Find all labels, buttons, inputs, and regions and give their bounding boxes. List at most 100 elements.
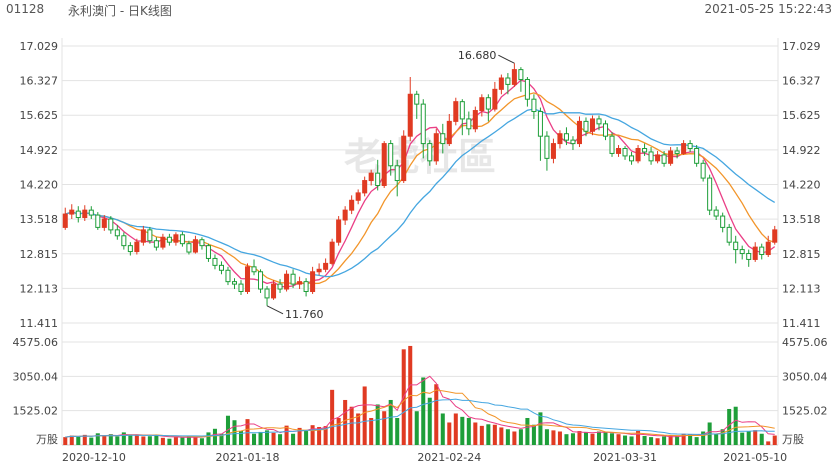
volume-bar[interactable] — [212, 428, 217, 445]
candle-body[interactable] — [576, 120, 582, 145]
candle-body[interactable] — [537, 111, 543, 137]
candle-body[interactable] — [492, 88, 498, 110]
volume-bar[interactable] — [128, 434, 133, 445]
candle-body[interactable] — [160, 236, 166, 248]
candle-body[interactable] — [440, 133, 446, 145]
candle-body[interactable] — [192, 239, 198, 253]
candle-body[interactable] — [414, 93, 420, 105]
candle-body[interactable] — [739, 249, 745, 255]
volume-bar[interactable] — [206, 432, 211, 445]
volume-bar[interactable] — [349, 406, 354, 445]
volume-bar[interactable] — [245, 419, 250, 445]
candle-body[interactable] — [329, 241, 335, 264]
candle-body[interactable] — [733, 241, 739, 251]
candle-body[interactable] — [622, 148, 628, 157]
candle-body[interactable] — [394, 165, 400, 182]
candle-body[interactable] — [82, 209, 88, 219]
candle-body[interactable] — [271, 283, 277, 299]
volume-bar[interactable] — [577, 431, 582, 445]
volume-bar[interactable] — [343, 399, 348, 445]
volume-bar[interactable] — [590, 433, 595, 445]
candle-body[interactable] — [746, 253, 752, 260]
volume-bar[interactable] — [649, 437, 654, 445]
candle-body[interactable] — [433, 133, 439, 162]
candle-body[interactable] — [472, 110, 478, 130]
candle-body[interactable] — [108, 218, 114, 231]
candle-body[interactable] — [498, 77, 504, 90]
candle-body[interactable] — [114, 229, 120, 237]
candle-body[interactable] — [544, 135, 550, 159]
volume-bar[interactable] — [453, 413, 458, 445]
candle-body[interactable] — [518, 69, 524, 80]
candle-body[interactable] — [127, 245, 133, 253]
candle-body[interactable] — [166, 236, 172, 243]
volume-bar[interactable] — [610, 433, 615, 445]
candle-body[interactable] — [218, 264, 224, 271]
candle-body[interactable] — [765, 241, 771, 256]
volume-bar[interactable] — [753, 430, 758, 445]
volume-bar[interactable] — [173, 437, 178, 445]
candle-body[interactable] — [602, 123, 609, 137]
candle-body[interactable] — [140, 229, 146, 243]
volume-bar[interactable] — [636, 431, 641, 445]
volume-bar[interactable] — [310, 425, 315, 445]
volume-bar[interactable] — [675, 435, 680, 445]
candle-body[interactable] — [485, 97, 491, 110]
volume-bar[interactable] — [564, 434, 569, 445]
volume-bar[interactable] — [544, 429, 549, 445]
candle-body[interactable] — [134, 241, 140, 253]
volume-bar[interactable] — [434, 384, 439, 445]
candle-body[interactable] — [479, 97, 485, 112]
candle-body[interactable] — [453, 101, 459, 122]
volume-bar[interactable] — [232, 420, 237, 445]
volume-bar[interactable] — [427, 397, 432, 445]
candle-body[interactable] — [179, 234, 185, 245]
candle-body[interactable] — [303, 281, 309, 292]
candle-body[interactable] — [336, 219, 342, 243]
candle-body[interactable] — [531, 98, 537, 113]
volume-bar[interactable] — [134, 435, 139, 445]
candle-body[interactable] — [173, 234, 179, 243]
volume-bar[interactable] — [265, 430, 270, 445]
volume-bar[interactable] — [479, 425, 484, 445]
candle-body[interactable] — [616, 148, 622, 154]
volume-bar[interactable] — [570, 433, 575, 445]
candle-body[interactable] — [648, 151, 654, 162]
candle-body[interactable] — [310, 271, 316, 292]
volume-bar[interactable] — [642, 435, 647, 445]
candle-body[interactable] — [362, 180, 368, 194]
volume-bar[interactable] — [440, 413, 445, 445]
candle-body[interactable] — [726, 226, 732, 243]
volume-bar[interactable] — [291, 433, 296, 445]
volume-bar[interactable] — [499, 427, 504, 445]
volume-bar[interactable] — [414, 411, 419, 445]
candle-body[interactable] — [700, 162, 706, 179]
volume-bar[interactable] — [688, 434, 693, 445]
candle-body[interactable] — [609, 135, 615, 154]
volume-bar[interactable] — [102, 435, 107, 445]
candle-body[interactable] — [101, 218, 107, 228]
candle-body[interactable] — [199, 239, 205, 247]
candle-body[interactable] — [759, 246, 765, 256]
volume-bar[interactable] — [531, 424, 536, 445]
volume-bar[interactable] — [375, 404, 380, 445]
candle-body[interactable] — [388, 143, 394, 167]
candle-body[interactable] — [205, 245, 211, 259]
candle-body[interactable] — [446, 120, 452, 145]
candle-body[interactable] — [466, 118, 472, 130]
volume-bar[interactable] — [505, 429, 510, 445]
candle-body[interactable] — [772, 229, 778, 243]
candle-body[interactable] — [629, 155, 635, 162]
volume-bar[interactable] — [766, 441, 771, 445]
volume-bar[interactable] — [369, 417, 374, 445]
volume-bar[interactable] — [388, 399, 393, 445]
volume-bar[interactable] — [147, 436, 152, 445]
candle-body[interactable] — [349, 199, 355, 211]
candle-body[interactable] — [69, 209, 75, 215]
volume-bar[interactable] — [681, 433, 686, 445]
volume-bar[interactable] — [199, 438, 204, 445]
volume-bar[interactable] — [238, 431, 244, 445]
candle-body[interactable] — [342, 209, 348, 221]
volume-bar[interactable] — [733, 406, 738, 445]
volume-bar[interactable] — [583, 431, 588, 445]
